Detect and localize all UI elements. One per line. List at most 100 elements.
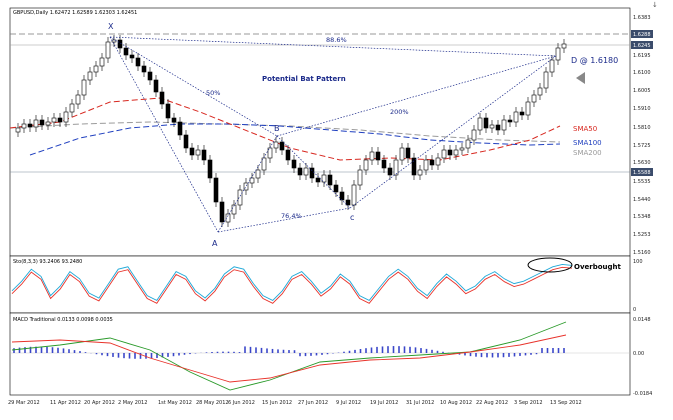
candle-body [435, 157, 441, 166]
macd-header: MACD Traditional 0.0133 0.0098 0.0035 [13, 317, 113, 323]
candle-body [465, 139, 471, 149]
candle-body [447, 149, 453, 156]
price-axis-label: 1.5440 [633, 197, 651, 203]
candle-body [123, 47, 129, 56]
ratio-d: 200% [390, 108, 409, 116]
sma100-line [29, 123, 561, 156]
candle-body [525, 101, 531, 116]
candle-body [273, 141, 279, 149]
candle-body [483, 117, 489, 129]
time-axis-label: 27 Jun 2012 [298, 400, 328, 406]
pattern-leg [109, 36, 557, 57]
candle-body [363, 159, 369, 171]
time-axis-label: 31 Jul 2012 [406, 400, 434, 406]
candle-body [381, 159, 387, 169]
candlestick-series [15, 35, 567, 227]
candle-body [93, 65, 99, 73]
time-axis-label: 11 Apr 2012 [50, 400, 81, 406]
price-axis-label: 1.5630 [633, 160, 651, 166]
main-panel-frame [9, 7, 631, 257]
bat-pattern [109, 36, 557, 233]
price-badge-2-text: 1.6245 [633, 43, 651, 49]
candle-body [57, 117, 63, 123]
candle-body [321, 174, 327, 183]
price-axis-label: 1.6005 [633, 88, 651, 94]
ratio-b: 50% [206, 89, 220, 97]
candle-body [387, 167, 393, 176]
pattern-leg [217, 135, 278, 233]
candle-body [159, 91, 165, 105]
sma200-label: SMA200 [573, 149, 602, 157]
candle-body [495, 124, 501, 131]
time-axis-label: 28 May 2012 [196, 400, 229, 406]
time-axis-label: 1st May 2012 [158, 400, 192, 406]
time-axis-label: 15 Jun 2012 [262, 400, 292, 406]
candle-body [255, 169, 261, 179]
main-chart-header: GBPUSD,Daily 1.62472 1.62589 1.62303 1.6… [13, 10, 137, 16]
candle-body [237, 189, 243, 206]
candle-body [87, 71, 93, 81]
candle-body [441, 149, 447, 159]
price-badge-3: 1.5588 [631, 168, 653, 176]
ratio-c: 76.4% [281, 212, 302, 220]
candle-body [345, 199, 351, 206]
candle-body [333, 184, 339, 193]
candle-body [27, 123, 33, 128]
candle-body [351, 184, 357, 206]
macd-axis-bottom: -0.0184 [633, 391, 652, 397]
candle-body [423, 159, 429, 171]
candle-body [213, 177, 219, 203]
candle-body [171, 117, 177, 123]
candle-body [471, 129, 477, 141]
point-c-label: c [350, 213, 354, 222]
candle-body [291, 159, 297, 169]
candle-body [393, 159, 399, 176]
candle-body [39, 119, 45, 126]
candle-body [417, 169, 423, 176]
candle-body [501, 119, 507, 131]
stochastic-axis-100: 100 [633, 259, 643, 265]
candle-body [51, 117, 57, 123]
stochastic-main-line [11, 263, 573, 301]
ratio-xd: 88.6% [326, 36, 347, 44]
overbought-ellipse [527, 257, 573, 273]
candle-body [15, 127, 21, 133]
candle-body [81, 79, 87, 96]
candle-body [357, 169, 363, 186]
time-axis-label: 3 Sep 2012 [514, 400, 543, 406]
price-axis-label: 1.6195 [633, 53, 651, 59]
candle-body [411, 157, 417, 176]
pattern-leg [109, 36, 278, 137]
point-a-label: A [212, 239, 218, 248]
time-axis-label: 10 Aug 2012 [440, 400, 472, 406]
candle-body [201, 149, 207, 161]
price-badge-1-text: 1.6288 [633, 32, 651, 38]
candle-body [63, 111, 69, 123]
candle-body [399, 147, 405, 161]
candle-body [315, 177, 321, 183]
candle-body [279, 141, 285, 151]
candle-body [549, 59, 555, 73]
candle-body [303, 167, 309, 176]
price-axis-label: 1.5348 [633, 214, 651, 220]
macd-signal-line [11, 334, 567, 383]
time-axis-label: 22 Aug 2012 [476, 400, 508, 406]
price-axis-label: 1.5725 [633, 143, 651, 149]
candle-body [459, 147, 465, 151]
candle-body [537, 87, 543, 96]
candle-body [249, 177, 255, 184]
candle-body [555, 47, 561, 61]
candle-body [339, 191, 345, 201]
time-axis-label: 2 May 2012 [118, 400, 147, 406]
candle-body [531, 94, 537, 103]
sma100-label: SMA100 [573, 139, 602, 147]
candle-body [141, 65, 147, 73]
candle-body [267, 147, 273, 159]
candle-body [165, 103, 171, 119]
price-badge-1: 1.6288 [631, 30, 653, 38]
price-axis-label: 1.6383 [633, 15, 651, 21]
candle-body [45, 121, 51, 126]
candle-body [231, 204, 237, 215]
candle-body [261, 157, 267, 171]
